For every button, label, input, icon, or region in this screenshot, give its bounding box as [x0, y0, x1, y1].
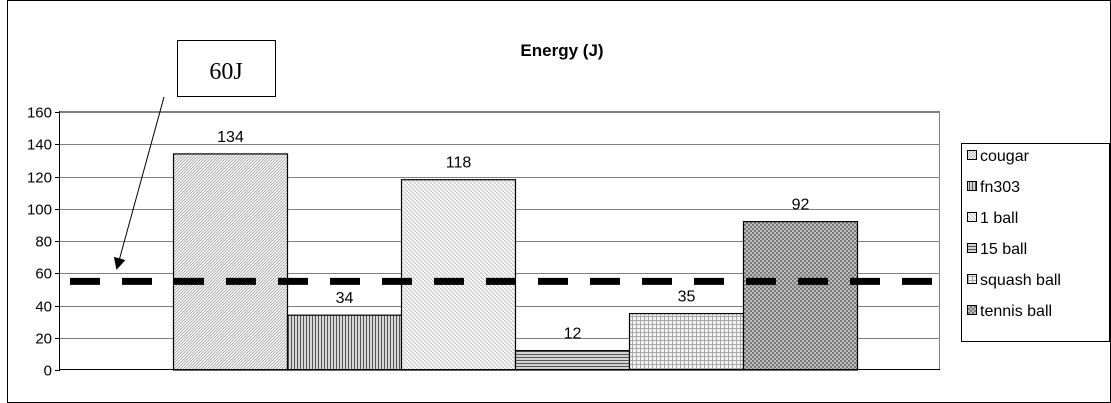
legend-label: 1 ball — [980, 210, 1018, 227]
legend-swatch — [967, 305, 977, 315]
bar-squash-ball — [628, 312, 745, 371]
y-tick-label: 140 — [27, 137, 52, 154]
y-tick-label: 40 — [35, 299, 52, 316]
bar-15-ball — [514, 350, 631, 371]
data-label: 134 — [217, 129, 244, 146]
bar-fn303 — [286, 314, 403, 371]
annotation-box — [177, 40, 276, 97]
y-tick-label: 100 — [27, 202, 52, 219]
legend — [961, 143, 1110, 342]
legend-swatch — [967, 150, 977, 160]
y-tick-label: 80 — [35, 234, 52, 251]
data-label: 35 — [678, 289, 696, 306]
y-tick-label: 120 — [27, 170, 52, 187]
bar-1-ball — [400, 179, 517, 371]
y-tick-label: 20 — [35, 331, 52, 348]
annotation-text: 60J — [209, 59, 242, 85]
annotation-arrow — [113, 96, 165, 270]
legend-label: 15 ball — [980, 241, 1027, 258]
chart-title: Energy (J) — [520, 41, 603, 60]
bar-tennis-ball — [742, 221, 859, 371]
legend-swatch — [967, 274, 977, 284]
legend-swatch — [967, 243, 977, 253]
y-tick-label: 60 — [35, 266, 52, 283]
bars — [172, 153, 859, 371]
bar-cougar — [172, 153, 289, 371]
y-axis-ticks: 0 20 40 60 80 100 120 140 160 — [27, 105, 60, 380]
data-label: 92 — [792, 197, 810, 214]
data-label: 118 — [446, 155, 472, 172]
data-label: 34 — [336, 290, 354, 307]
data-label: 12 — [564, 326, 582, 343]
legend-swatch — [967, 212, 977, 222]
legend-items: cougar fn303 1 ball 15 ball squash ball tenni… — [967, 148, 1061, 320]
legend-swatch — [967, 181, 977, 191]
legend-label: squash ball — [980, 272, 1061, 289]
legend-label: tennis ball — [980, 303, 1052, 320]
y-tick-label: 0 — [44, 363, 52, 380]
bar-labels: 134 34 118 12 35 92 — [217, 129, 809, 343]
legend-label: cougar — [980, 148, 1030, 165]
legend-label: fn303 — [980, 179, 1020, 196]
y-tick-label: 160 — [27, 105, 52, 122]
